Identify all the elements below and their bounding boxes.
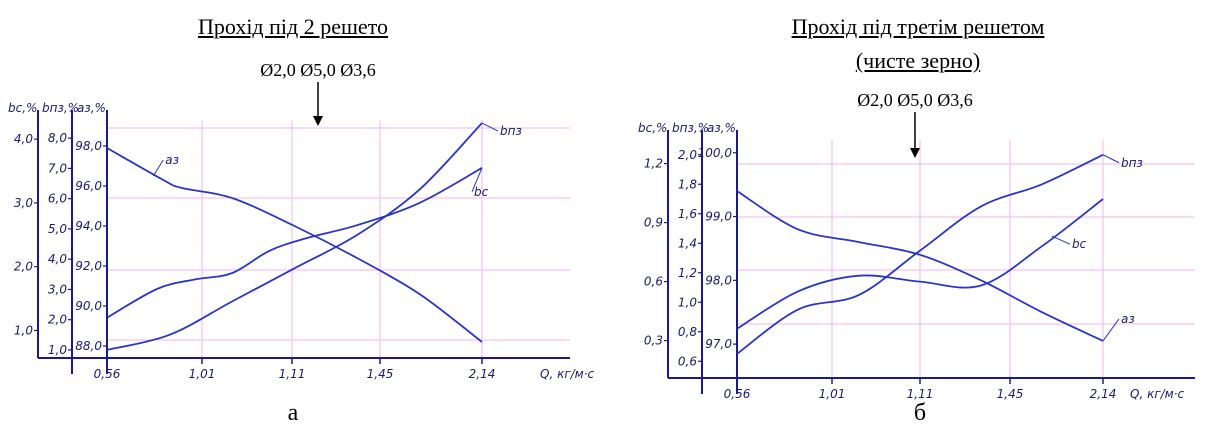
- panel-b-title-line1: Прохід під третім решетом: [791, 14, 1045, 39]
- panel-a-arrow-head: [313, 116, 323, 126]
- panel-a-y-tick-label-1-2: 3,0: [48, 282, 67, 296]
- panel-a-y-tick-label-1-0: 1,0: [48, 343, 67, 357]
- panel-a-y-tick-label-1-6: 7,0: [48, 161, 67, 175]
- panel-b-sieve-sizes: Ø2,0 Ø5,0 Ø3,6: [857, 90, 973, 110]
- panel-b-arrow-head: [910, 148, 920, 158]
- panel-a-title: Прохід під 2 решето: [197, 14, 389, 39]
- panel-a-curve-bпз: [106, 122, 483, 351]
- panel-b-title-line2: (чисте зерно): [855, 48, 981, 73]
- panel-a-x-axis-label: Q, кг/м·с: [540, 367, 595, 381]
- panel-a-curve-bc: [106, 167, 483, 319]
- panel-b-curve-aз: [736, 190, 1104, 342]
- panel-a-y-axis-label-2: aз,%: [77, 101, 106, 115]
- panel-b-curve-label-bc: bc: [1072, 237, 1087, 251]
- panel-a-y-tick-label-0-3: 4,0: [14, 132, 33, 146]
- panel-a-curve-label-bпз: bпз: [500, 124, 522, 138]
- panel-b-curve-bc: [736, 198, 1104, 330]
- panel-a-leader-aз: [152, 159, 164, 177]
- panel-a-y-tick-label-1-7: 8,0: [48, 131, 67, 145]
- panel-b-y-tick-label-0-3: 1,2: [644, 157, 663, 171]
- panel-b-y-tick-label-1-1: 0,8: [678, 325, 697, 339]
- panel-a-y-tick-label-0-2: 3,0: [14, 196, 33, 210]
- panel-b-y-tick-label-1-2: 1,0: [678, 295, 697, 309]
- panel-a-y-tick-label-2-5: 98,0: [75, 139, 102, 153]
- panel-b-leader-bпз: [1102, 154, 1120, 164]
- panel-b-y-axis-label-1: bпз,%: [672, 121, 709, 135]
- panel-a-y-tick-label-2-3: 94,0: [75, 219, 102, 233]
- panel-b-curve-label-bпз: bпз: [1121, 156, 1143, 170]
- panel-a-x-tick-label-2: 1,11: [279, 367, 306, 381]
- panel-b-y-axis-label-2: aз,%: [707, 121, 736, 135]
- panel-a-x-tick-label-1: 1,01: [189, 367, 216, 381]
- panel-b-y-tick-label-2-0: 97,0: [705, 337, 732, 351]
- panel-b-curve-bпз: [736, 153, 1104, 355]
- panel-a-label: а: [287, 400, 299, 426]
- panel-b-x-axis-label: Q, кг/м·с: [1130, 387, 1185, 401]
- panel-a-y-axis-label-0: bc,%: [8, 101, 37, 115]
- panel-a-y-tick-label-1-1: 2,0: [48, 313, 67, 327]
- panel-a-leader-bc: [471, 167, 483, 193]
- panel-a-y-tick-label-2-0: 88,0: [75, 339, 102, 353]
- panel-b-leader-bc: [1051, 235, 1071, 245]
- panel-a-x-tick-label-3: 1,45: [367, 367, 394, 381]
- panel-a-y-tick-label-2-1: 90,0: [75, 299, 102, 313]
- panel-a-curve-label-aз: aз: [165, 153, 179, 167]
- panel-b-y-tick-label-2-1: 98,0: [705, 273, 732, 287]
- panel-a-y-axis-label-1: bпз,%: [42, 101, 79, 115]
- panel-a-sieve-sizes: Ø2,0 Ø5,0 Ø3,6: [260, 60, 376, 80]
- panel-b-curve-label-aз: aз: [1121, 312, 1135, 326]
- panel-a-y-tick-label-1-4: 5,0: [48, 222, 67, 236]
- panel-b-y-tick-label-1-6: 1,8: [678, 177, 697, 191]
- panel-a-curve-aз: [106, 147, 483, 343]
- panel-a-y-tick-label-0-0: 1,0: [14, 323, 33, 337]
- panel-b-y-tick-label-1-7: 2,0: [678, 148, 697, 162]
- panel-b-y-tick-label-2-2: 99,0: [705, 210, 732, 224]
- panel-b-y-axis-label-0: bc,%: [638, 121, 667, 135]
- panel-b-x-tick-label-3: 1,45: [997, 387, 1024, 401]
- panel-b-y-tick-label-1-5: 1,6: [678, 207, 697, 221]
- panel-a-y-tick-label-1-3: 4,0: [48, 252, 67, 266]
- panel-b-y-tick-label-2-3: 100,0: [698, 146, 733, 160]
- panel-b-y-tick-label-1-3: 1,2: [678, 266, 697, 280]
- panel-b-y-tick-label-0-1: 0,6: [644, 275, 663, 289]
- panel-b-y-tick-label-1-4: 1,4: [678, 236, 697, 250]
- panel-b-y-tick-label-0-2: 0,9: [644, 216, 663, 230]
- panel-b-label: б: [913, 400, 927, 426]
- panel-b-y-tick-label-1-0: 0,6: [678, 354, 697, 368]
- panel-a-y-tick-label-2-4: 96,0: [75, 179, 102, 193]
- panel-a-y-tick-label-1-5: 6,0: [48, 192, 67, 206]
- panel-b-y-tick-label-0-0: 0,3: [644, 334, 663, 348]
- panel-b-leader-aз: [1102, 318, 1120, 342]
- panel-b-x-tick-label-4: 2,14: [1090, 387, 1117, 401]
- panel-a-curve-label-bc: bc: [474, 185, 489, 199]
- panel-a-y-tick-label-0-1: 2,0: [14, 260, 33, 274]
- panel-b-x-tick-label-1: 1,01: [819, 387, 846, 401]
- panel-a-x-tick-label-4: 2,14: [469, 367, 496, 381]
- panel-b-x-tick-label-2: 1,11: [907, 387, 934, 401]
- panel-a-leader-bпз: [481, 122, 499, 132]
- panel-a-y-tick-label-2-2: 92,0: [75, 259, 102, 273]
